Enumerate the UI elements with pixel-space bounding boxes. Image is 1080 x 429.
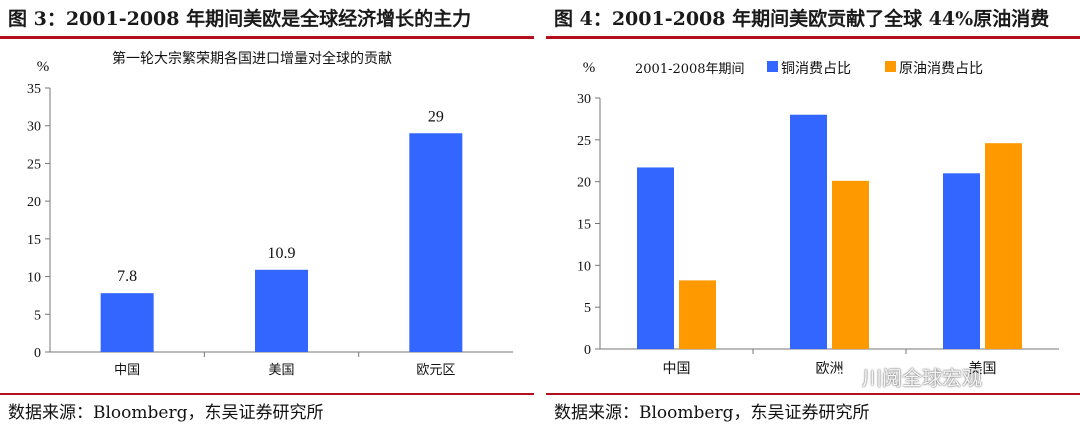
legend-swatch-1 [767, 61, 778, 72]
bar-oil-1 [679, 280, 716, 349]
legend-label-1: 铜消费占比 [781, 61, 851, 77]
y-tick-label: 15 [27, 233, 41, 248]
figure-4-source: 数据来源：Bloomberg，东吴证券研究所 [554, 403, 870, 423]
y-tick-label: 30 [27, 120, 41, 135]
bar-oil-3 [985, 143, 1022, 349]
bar-copper-1 [637, 167, 674, 349]
legend-swatch-2 [885, 61, 896, 72]
data-label: 10.9 [268, 245, 296, 262]
source-rule [546, 393, 1080, 395]
panel-figure-4: 图 4：2001-2008 年期间美欧贡献了全球 44%原油消费 % 2001-2… [546, 0, 1080, 429]
bar-3 [409, 133, 463, 352]
bar-2 [255, 269, 308, 352]
x-category-label: 美国 [268, 363, 294, 378]
x-category-label: 中国 [663, 361, 691, 377]
bar-copper-2 [790, 114, 827, 349]
y-tick-label: 35 [27, 82, 41, 97]
chart-import-contribution: 第一轮大宗繁荣期各国进口增量对全球的贡献% 0 5 10 15 20 25 30 35 7.8 中国… [27, 50, 513, 378]
y-tick-label: 0 [34, 346, 41, 361]
legend-title: 2001-2008年期间 [635, 62, 745, 77]
y-tick-label: 10 [27, 271, 41, 286]
data-label: 29 [428, 108, 444, 125]
x-category-label: 欧洲 [816, 361, 844, 377]
y-tick-label: 25 [577, 134, 591, 149]
y-tick-label: 5 [34, 308, 41, 323]
figure-3-source: 数据来源：Bloomberg，东吴证券研究所 [8, 403, 324, 423]
figure-4-title: 图 4：2001-2008 年期间美欧贡献了全球 44%原油消费 [554, 8, 1050, 30]
y-tick-label: 15 [577, 218, 591, 233]
watermark: 川阅全球宏观 [832, 364, 982, 392]
y-tick-label: 10 [577, 259, 591, 274]
source-rule [0, 393, 534, 395]
watermark-text: 川阅全球宏观 [862, 366, 982, 390]
panel-figure-3: 图 3：2001-2008 年期间美欧是全球经济增长的主力 第一轮大宗繁荣期各国… [0, 0, 534, 429]
title-rule [546, 36, 1080, 39]
bar-oil-2 [832, 180, 869, 349]
chart-consumption-share: % 2001-2008年期间 铜消费占比 原油消费占比 0 5 10 15 20 25 30 中国 欧洲… [577, 60, 1059, 377]
bar-copper-3 [943, 173, 980, 349]
y-tick-label: 25 [27, 157, 41, 172]
y-tick-label: 20 [577, 176, 591, 191]
data-label: 7.8 [117, 268, 137, 285]
y-axis-unit: % [37, 59, 50, 75]
y-tick-label: 20 [27, 195, 41, 210]
bar-1 [100, 293, 154, 352]
figure-3-title: 图 3：2001-2008 年期间美欧是全球经济增长的主力 [8, 8, 472, 30]
y-tick-label: 30 [577, 92, 591, 107]
y-axis-unit: % [583, 60, 596, 76]
x-category-label: 欧元区 [416, 363, 455, 378]
x-category-label: 美国 [969, 361, 997, 377]
wechat-icon [832, 369, 858, 391]
chart-subtitle: 第一轮大宗繁荣期各国进口增量对全球的贡献 [112, 50, 392, 67]
title-rule [0, 36, 534, 39]
x-category-label: 中国 [114, 363, 140, 378]
y-tick-label: 0 [584, 343, 591, 358]
y-tick-label: 5 [584, 301, 591, 316]
legend-label-2: 原油消费占比 [899, 61, 983, 77]
